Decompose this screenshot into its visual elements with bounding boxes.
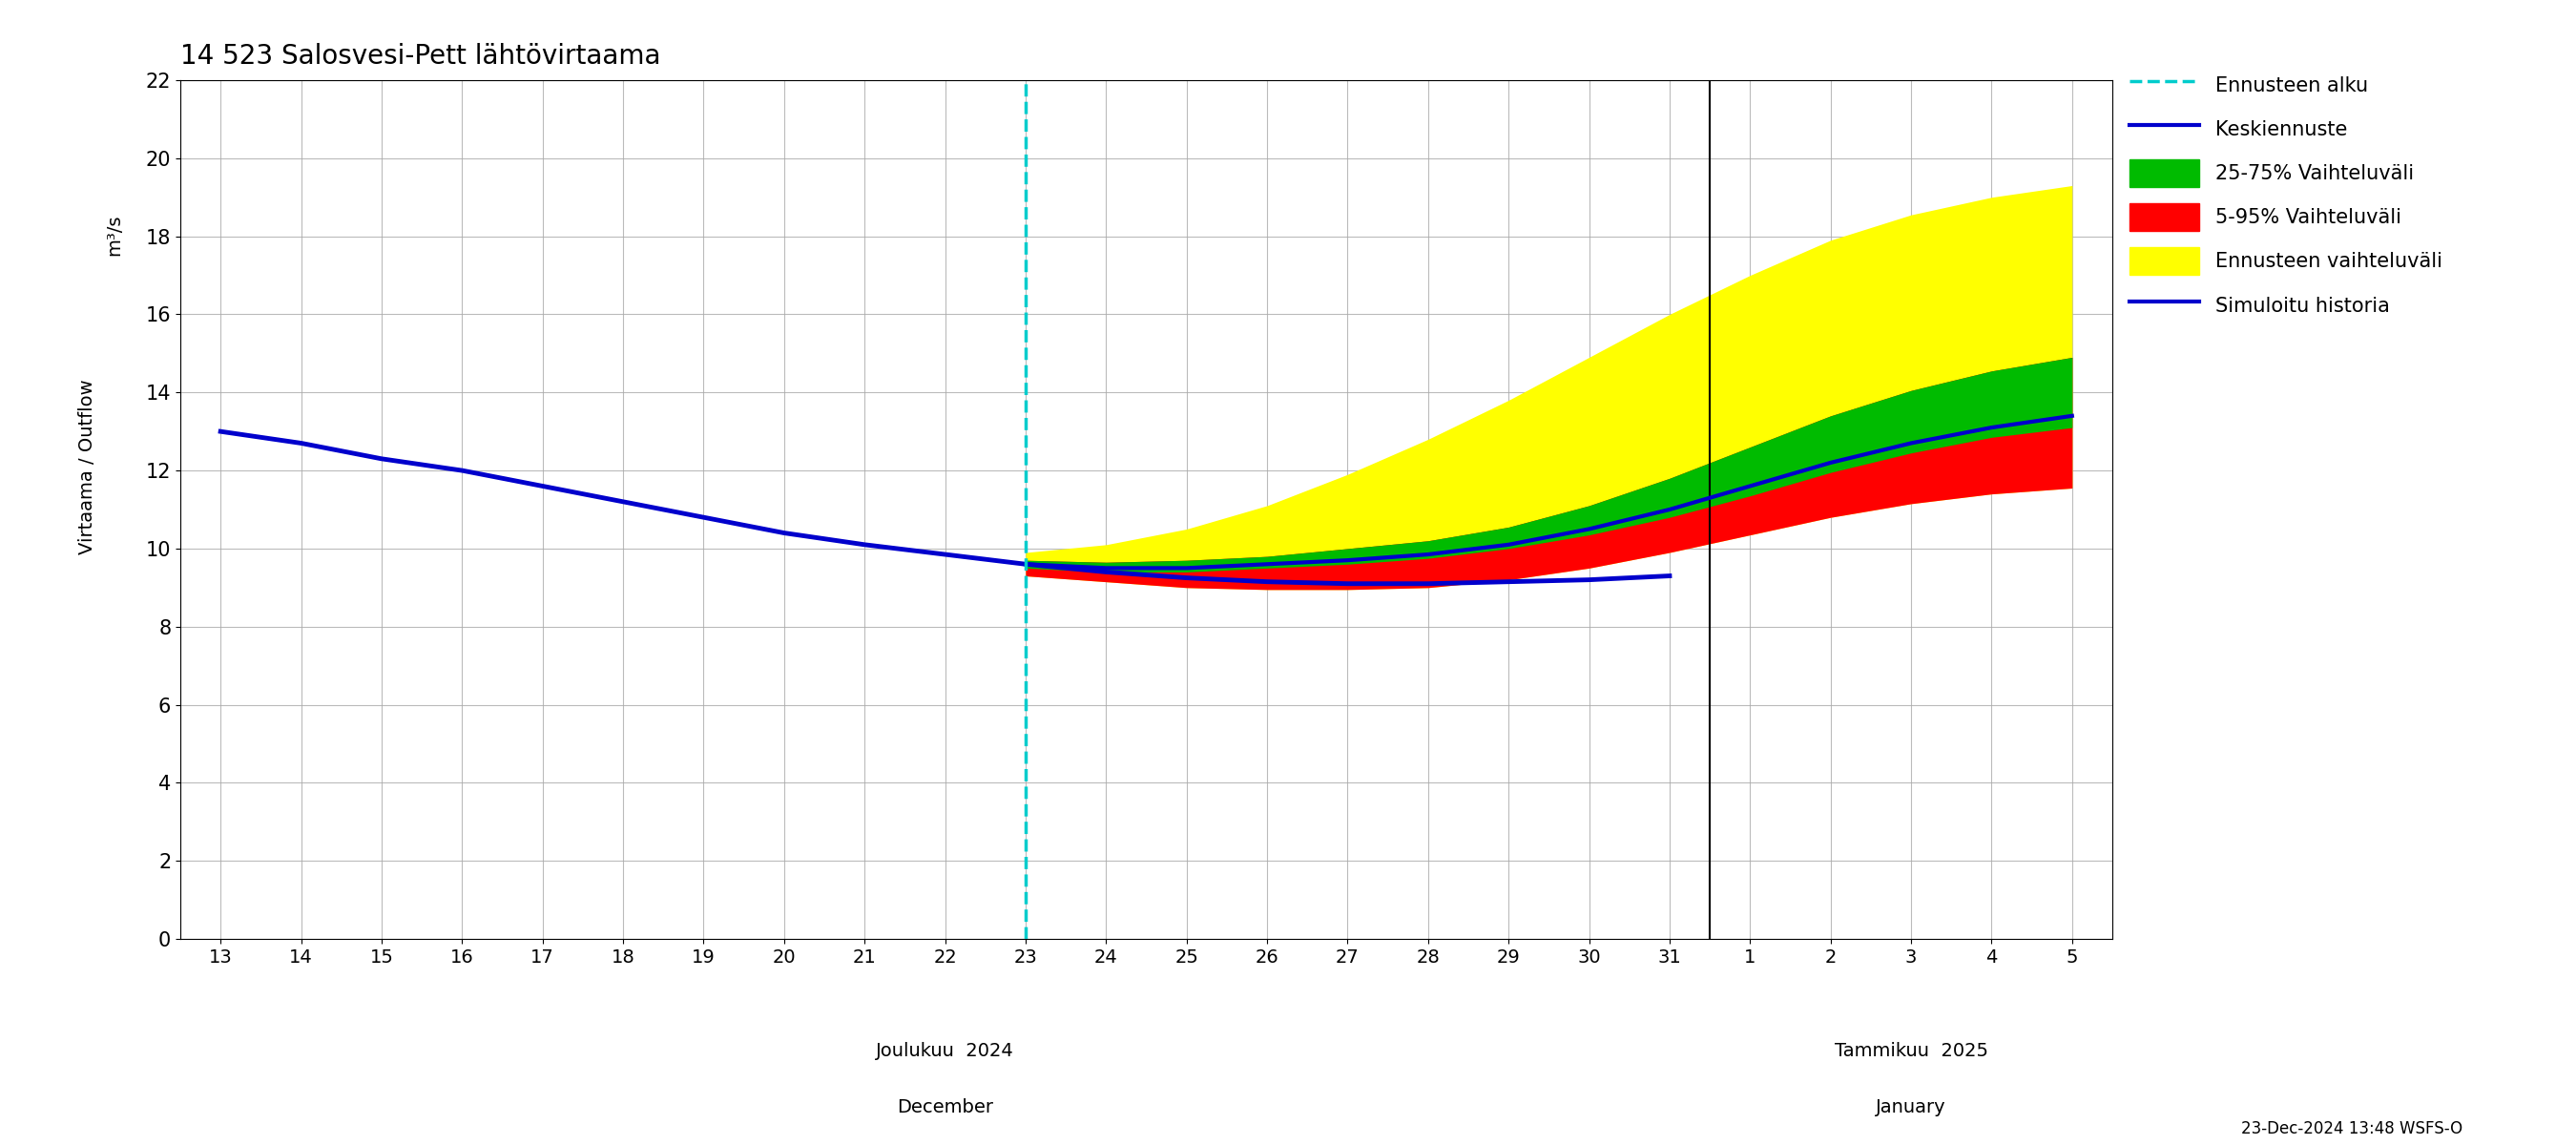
Text: Virtaama / Outflow: Virtaama / Outflow <box>77 379 98 554</box>
Text: 23-Dec-2024 13:48 WSFS-O: 23-Dec-2024 13:48 WSFS-O <box>2241 1120 2463 1137</box>
Legend: Ennusteen alku, Keskiennuste, 25-75% Vaihteluväli, 5-95% Vaihteluväli, Ennusteen: Ennusteen alku, Keskiennuste, 25-75% Vai… <box>2123 63 2450 327</box>
Text: Joulukuu  2024: Joulukuu 2024 <box>876 1042 1015 1060</box>
Text: January: January <box>1875 1098 1947 1116</box>
Text: m³/s: m³/s <box>106 214 124 255</box>
Text: December: December <box>896 1098 994 1116</box>
Text: Tammikuu  2025: Tammikuu 2025 <box>1834 1042 1989 1060</box>
Text: 14 523 Salosvesi-Pett lähtövirtaama: 14 523 Salosvesi-Pett lähtövirtaama <box>180 44 659 70</box>
